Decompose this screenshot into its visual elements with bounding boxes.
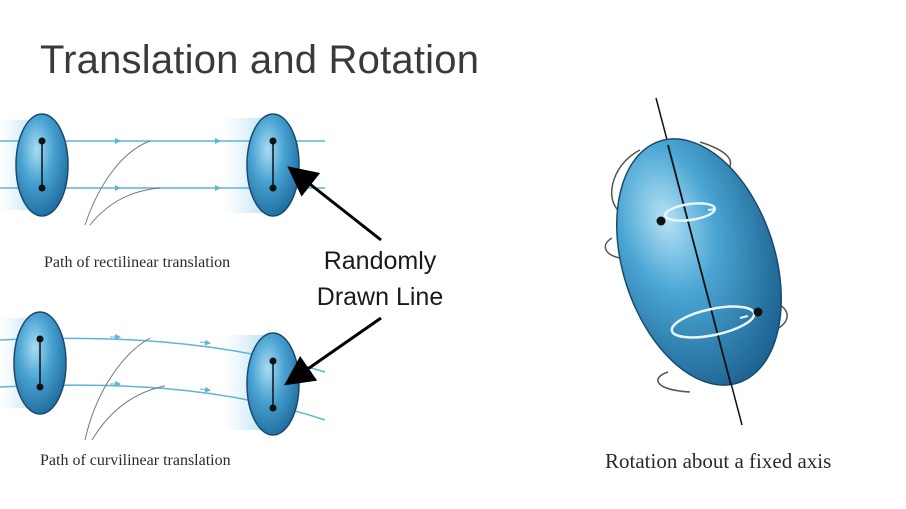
fixed-axis-front (667, 144, 732, 386)
callout-line-2: Drawn Line (316, 283, 444, 311)
point-marker (38, 184, 46, 192)
point-marker (38, 137, 46, 145)
callout-line-1: Randomly (323, 247, 437, 275)
point-marker (269, 404, 277, 412)
ring-arrow (707, 208, 717, 211)
point-marker (269, 137, 277, 145)
direction-marker (199, 386, 211, 393)
callout-label: Randomly Drawn Line (290, 243, 470, 315)
direction-marker (199, 339, 211, 346)
rectilinear-translation-figure (0, 113, 325, 226)
callout-arrow-top (287, 166, 382, 242)
guide-curve (84, 337, 151, 441)
rotation-figure (604, 97, 788, 426)
point-marker (36, 383, 44, 391)
guide-curve (89, 187, 161, 226)
point-marker (269, 184, 277, 192)
point-marker (36, 335, 44, 343)
rotation-arc (657, 371, 691, 393)
caption-rectilinear: Path of rectilinear translation (44, 254, 231, 271)
point-marker (269, 357, 277, 365)
caption-curvilinear: Path of curvilinear translation (40, 452, 231, 469)
curvilinear-translation-figure (0, 311, 326, 441)
rotation-arc (604, 237, 621, 259)
ring-arrow (739, 315, 749, 319)
guide-curve (91, 385, 166, 441)
point-marker (656, 216, 666, 226)
point-marker (753, 307, 763, 317)
slide-title: Translation and Rotation (40, 38, 480, 82)
caption-rotation: Rotation about a fixed axis (605, 449, 832, 473)
callout-arrow-bottom (284, 316, 382, 386)
guide-curve (84, 140, 151, 226)
